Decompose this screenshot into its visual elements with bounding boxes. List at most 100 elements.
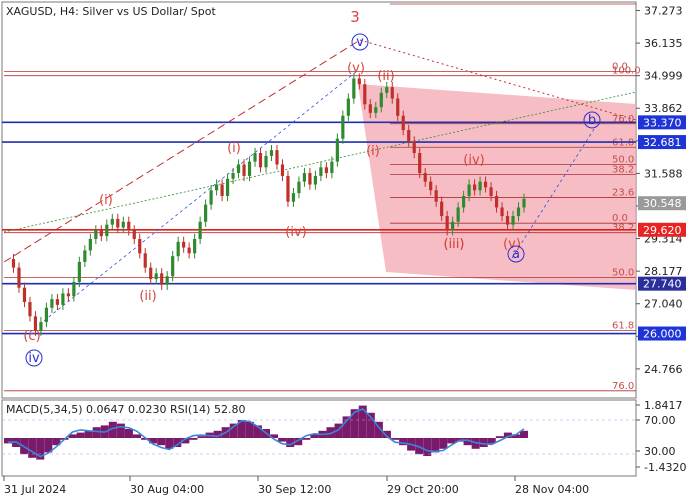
- candle-body: [204, 204, 208, 222]
- macd-bar: [326, 427, 335, 438]
- macd-bar: [350, 409, 359, 438]
- wave-label: (ii): [139, 289, 156, 304]
- candle-body: [176, 241, 180, 257]
- candle-body: [379, 92, 383, 108]
- macd-bar: [92, 427, 101, 438]
- price-label: 29.620: [643, 224, 682, 237]
- candle-body: [88, 238, 92, 251]
- candle-body: [308, 173, 312, 185]
- candle-body: [401, 115, 405, 131]
- candle-body: [83, 250, 87, 262]
- wave-label: (iv): [285, 225, 306, 240]
- candle-body: [94, 230, 98, 239]
- macd-bar: [165, 438, 174, 449]
- candle-body: [171, 256, 175, 277]
- fib-label: 0.0: [612, 61, 628, 72]
- wave-circle: [351, 33, 369, 51]
- macd-bar: [44, 438, 53, 453]
- fib-label: 76.0: [612, 114, 634, 125]
- candle-body: [193, 238, 197, 254]
- candle-body: [236, 164, 241, 174]
- macd-bar: [503, 432, 512, 438]
- candle-body: [77, 261, 81, 282]
- price-label: 30.548: [643, 197, 682, 210]
- indicator-tick-label: -1.4320: [644, 461, 686, 474]
- candle-body: [500, 207, 504, 217]
- candle-body: [297, 181, 301, 194]
- indicator-tick-label: 70.00: [644, 414, 676, 427]
- candle-body: [346, 98, 350, 116]
- candle-body: [291, 193, 296, 202]
- macd-bar: [28, 438, 37, 458]
- candle-body: [138, 238, 142, 254]
- price-label: 33.370: [643, 116, 682, 129]
- candle-body: [22, 287, 27, 303]
- chart-title: XAGUSD, H4: Silver vs US Dollar/ Spot: [6, 5, 216, 18]
- wave-label: (iii): [444, 237, 465, 252]
- candle-body: [472, 184, 477, 191]
- macd-bar: [149, 438, 158, 444]
- macd-bar: [229, 423, 238, 438]
- candle-body: [434, 190, 438, 202]
- wave-circle: [507, 245, 525, 263]
- macd-bar: [76, 432, 85, 438]
- x-tick-label: 28 Nov 04:00: [515, 483, 589, 496]
- macd-bar: [245, 421, 254, 438]
- projection-line: [511, 125, 597, 259]
- candle-body: [11, 259, 16, 268]
- price-label: 26.000: [643, 328, 682, 341]
- price-label-box: [638, 135, 686, 150]
- wave-label: (iv): [463, 153, 484, 168]
- x-tick-label: 29 Oct 20:00: [387, 483, 459, 496]
- macd-bar: [133, 434, 141, 438]
- price-label: 27.740: [643, 278, 682, 291]
- y-tick-label: 34.999: [644, 70, 683, 83]
- macd-bar: [520, 430, 528, 438]
- candle-body: [187, 247, 191, 254]
- candle-body: [494, 195, 499, 208]
- candle-body: [116, 218, 120, 228]
- wave-circle: [25, 349, 43, 367]
- candle-body: [269, 150, 274, 156]
- candle-body: [247, 161, 252, 176]
- candle-body: [390, 87, 394, 99]
- candle-body: [478, 181, 482, 191]
- candle-body: [456, 207, 460, 222]
- macd-bar: [181, 438, 190, 444]
- macd-bar: [213, 430, 222, 438]
- candle-body: [407, 130, 411, 142]
- macd-bar: [116, 423, 125, 438]
- y-tick-label: 37.273: [644, 5, 683, 18]
- macd-bar: [495, 436, 504, 438]
- price-label: 32.681: [643, 136, 682, 149]
- candle-body: [55, 299, 60, 305]
- wave-label: (i): [227, 141, 241, 156]
- wave-label: (c): [23, 329, 40, 344]
- candle-body: [445, 216, 449, 231]
- indicator-tick-label: 30.00: [644, 445, 676, 458]
- macd-bar: [342, 416, 351, 438]
- candle-body: [72, 281, 76, 297]
- fib-label: 50.0: [612, 268, 634, 279]
- macd-bar: [423, 438, 432, 456]
- macd-bar: [382, 430, 391, 438]
- candle-body: [165, 276, 169, 285]
- price-label-box: [638, 326, 686, 341]
- candle-body: [423, 173, 427, 182]
- wave-label: 3: [350, 8, 360, 26]
- candle-body: [462, 195, 466, 208]
- macd-bar: [366, 412, 375, 438]
- y-tick-label: 24.766: [644, 363, 683, 376]
- macd-bar: [237, 420, 246, 438]
- correction-zone: [358, 84, 636, 290]
- macd-bar: [479, 438, 488, 447]
- x-tick-label: 31 Jul 2024: [4, 483, 66, 496]
- macd-bar: [197, 436, 206, 438]
- candle-body: [198, 221, 202, 239]
- macd-bar: [124, 429, 133, 438]
- candle-body: [143, 253, 147, 268]
- macd-bar: [141, 438, 150, 440]
- y-tick-label: 27.040: [644, 298, 683, 311]
- wave-label: (iii): [444, 237, 465, 252]
- y-tick-label: 36.135: [644, 37, 683, 50]
